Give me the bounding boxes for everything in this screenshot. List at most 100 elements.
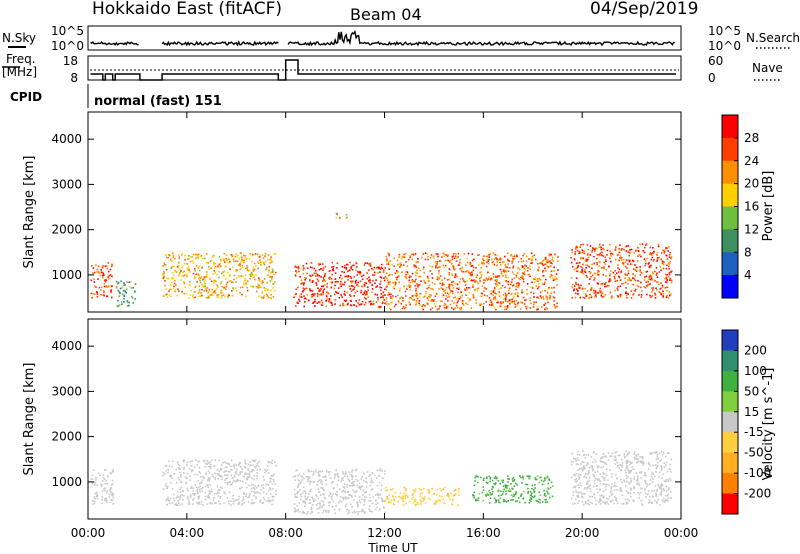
echo-point: [311, 511, 314, 513]
echo-point: [452, 284, 454, 287]
echo-point: [607, 503, 609, 505]
echo-point: [620, 478, 622, 481]
echo-point: [492, 273, 495, 275]
echo-point: [167, 256, 169, 259]
echo-point: [440, 489, 442, 492]
echo-point: [607, 285, 609, 287]
echo-point: [181, 275, 183, 277]
echo-point: [368, 497, 371, 499]
echo-point: [505, 266, 507, 268]
echo-point: [514, 303, 517, 306]
echo-point: [225, 286, 228, 288]
echo-point: [259, 501, 261, 503]
echo-point: [367, 286, 369, 289]
echo-point: [296, 505, 298, 507]
echo-point: [485, 255, 488, 258]
echo-point: [386, 498, 388, 500]
echo-point: [264, 255, 266, 258]
echo-point: [252, 483, 255, 486]
echo-point: [414, 303, 417, 306]
echo-point: [321, 263, 324, 265]
echo-point: [456, 301, 459, 304]
echo-point: [526, 293, 528, 295]
echo-point: [293, 476, 295, 478]
echo-point: [342, 302, 344, 305]
echo-point: [616, 461, 618, 464]
echo-point: [590, 287, 593, 289]
echo-point: [415, 296, 417, 299]
nsearch-tick-high: 10^5: [708, 24, 741, 38]
echo-point: [599, 287, 602, 290]
echo-point: [634, 279, 637, 282]
echo-point: [611, 452, 613, 455]
echo-point: [666, 247, 669, 250]
echo-point: [448, 274, 451, 276]
echo-point: [633, 251, 635, 254]
echo-point: [528, 258, 530, 260]
echo-point: [472, 284, 474, 287]
echo-point: [243, 261, 245, 264]
echo-point: [608, 265, 610, 268]
echo-point: [502, 270, 505, 273]
echo-point: [270, 477, 273, 480]
echo-point: [162, 265, 164, 267]
echo-point: [670, 497, 672, 499]
echo-point: [613, 276, 615, 278]
echo-point: [498, 495, 500, 497]
echo-point: [394, 492, 396, 494]
echo-point: [415, 498, 417, 501]
echo-point: [357, 513, 359, 515]
echo-point: [613, 482, 616, 484]
echo-point: [304, 493, 307, 495]
echo-point: [421, 305, 423, 307]
echo-point: [373, 474, 376, 477]
echo-point: [294, 274, 297, 276]
echo-point: [663, 466, 666, 468]
echo-point: [319, 263, 322, 265]
echo-point: [247, 280, 249, 282]
echo-point: [345, 300, 347, 302]
echo-point: [266, 500, 268, 503]
echo-point: [595, 485, 598, 487]
echo-point: [321, 470, 324, 472]
echo-point: [230, 459, 233, 461]
echo-point: [538, 498, 541, 501]
x-tick-label: 16:00: [466, 526, 501, 540]
echo-point: [462, 304, 465, 306]
echo-point: [401, 271, 403, 273]
echo-point: [423, 498, 426, 501]
echo-point: [466, 261, 469, 264]
echo-point: [556, 278, 558, 280]
echo-point: [657, 281, 659, 283]
echo-point: [452, 255, 454, 257]
echo-point: [555, 273, 558, 275]
echo-point: [609, 257, 611, 260]
echo-point: [183, 262, 186, 265]
echo-point: [433, 303, 436, 305]
echo-point: [494, 279, 497, 282]
echo-point: [389, 295, 392, 298]
echo-point: [445, 305, 448, 308]
echo-point: [469, 272, 472, 274]
echo-point: [609, 250, 611, 253]
echo-point: [416, 502, 418, 504]
echo-point: [99, 294, 102, 296]
echo-point: [613, 455, 616, 458]
echo-point: [178, 464, 181, 467]
echo-point: [214, 502, 216, 504]
echo-point: [669, 251, 671, 254]
echo-point: [303, 501, 305, 504]
colorbar-segment: [722, 206, 738, 230]
echo-point: [306, 513, 308, 515]
echo-point: [458, 298, 460, 300]
echo-point: [260, 296, 263, 299]
echo-point: [98, 286, 101, 289]
echo-point: [245, 284, 247, 286]
echo-point: [213, 497, 215, 499]
echo-point: [352, 485, 354, 487]
echo-point: [513, 479, 515, 482]
echo-point: [105, 279, 108, 281]
echo-point: [316, 495, 318, 498]
echo-point: [666, 470, 669, 473]
echo-point: [652, 473, 655, 475]
